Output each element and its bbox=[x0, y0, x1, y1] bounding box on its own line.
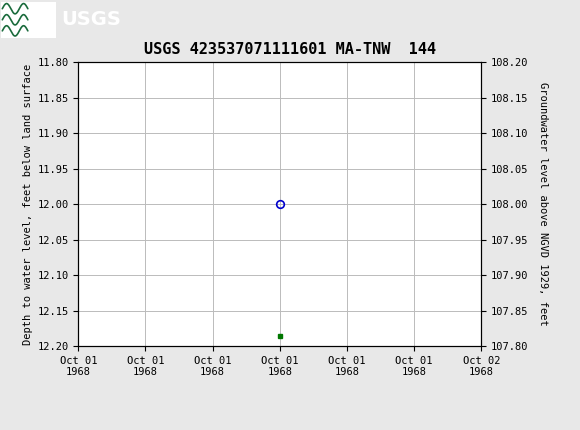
Bar bbox=[1, 2, 56, 37]
Y-axis label: Depth to water level, feet below land surface: Depth to water level, feet below land su… bbox=[23, 64, 33, 345]
Y-axis label: Groundwater level above NGVD 1929, feet: Groundwater level above NGVD 1929, feet bbox=[538, 83, 548, 326]
Text: USGS 423537071111601 MA-TNW  144: USGS 423537071111601 MA-TNW 144 bbox=[144, 42, 436, 57]
Text: USGS: USGS bbox=[61, 10, 121, 29]
